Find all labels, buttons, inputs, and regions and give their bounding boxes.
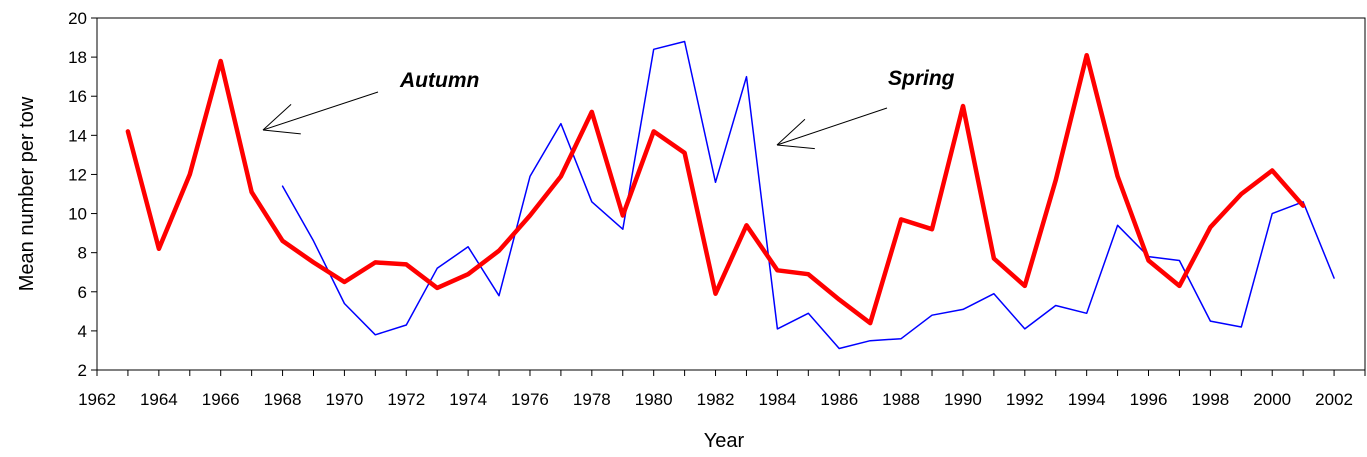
annotation-arrowhead	[262, 104, 292, 131]
x-tick-label: 1998	[1191, 390, 1229, 409]
annotation-arrowhead	[262, 129, 301, 135]
x-tick-label: 1988	[882, 390, 920, 409]
annotation-arrowhead	[776, 144, 815, 150]
series-line-autumn	[125, 52, 1306, 326]
x-tick-label: 1992	[1006, 390, 1044, 409]
series-line-spring	[281, 40, 1335, 350]
x-tick-label: 1962	[78, 390, 116, 409]
x-tick-label: 2000	[1253, 390, 1291, 409]
x-tick-label: 1970	[326, 390, 364, 409]
x-tick-label: 2002	[1315, 390, 1353, 409]
x-axis-title: Year	[704, 430, 745, 452]
annotation-arrow	[776, 107, 888, 146]
x-tick-label: 1968	[264, 390, 302, 409]
plot-area	[96, 17, 1366, 371]
x-axis: 1962 1964 1966 1968 1970 1972 1974 1976 1978 1980…	[78, 370, 1366, 409]
y-tick-label: 6	[78, 283, 87, 302]
y-tick-label: 4	[78, 322, 87, 341]
x-tick-label: 1964	[140, 390, 178, 409]
y-tick-label: 18	[68, 48, 87, 67]
x-tick-label: 1978	[573, 390, 611, 409]
annotation-arrow	[262, 91, 379, 131]
annotation-autumn: Autumn	[399, 69, 479, 92]
y-tick-label: 20	[68, 9, 87, 28]
y-axis-title: Mean number per tow	[16, 96, 38, 291]
x-tick-label: 1994	[1068, 390, 1106, 409]
x-tick-label: 1982	[697, 390, 735, 409]
plot-frame	[96, 17, 1366, 371]
y-tick-label: 12	[68, 165, 87, 184]
x-tick-label: 1990	[944, 390, 982, 409]
y-tick-label: 16	[68, 87, 87, 106]
x-tick-label: 1996	[1130, 390, 1168, 409]
x-tick-label: 1966	[202, 390, 240, 409]
annotation-spring: Spring	[888, 67, 955, 90]
annotation-layer: Autumn Spring	[262, 67, 955, 150]
y-tick-label: 10	[68, 205, 87, 224]
y-tick-label: 14	[68, 126, 87, 145]
y-axis: 2 4 6 8 10 12 14 16 18 20	[68, 9, 97, 380]
x-tick-label: 1974	[449, 390, 487, 409]
y-tick-label: 2	[78, 361, 87, 380]
x-tick-label: 1984	[758, 390, 796, 409]
x-tick-label: 1986	[820, 390, 858, 409]
series-layer	[125, 40, 1335, 350]
y-tick-label: 8	[78, 244, 87, 263]
x-tick-label: 1976	[511, 390, 549, 409]
x-tick-label: 1972	[387, 390, 425, 409]
annotation-arrowhead	[776, 118, 806, 146]
x-tick-label: 1980	[635, 390, 673, 409]
